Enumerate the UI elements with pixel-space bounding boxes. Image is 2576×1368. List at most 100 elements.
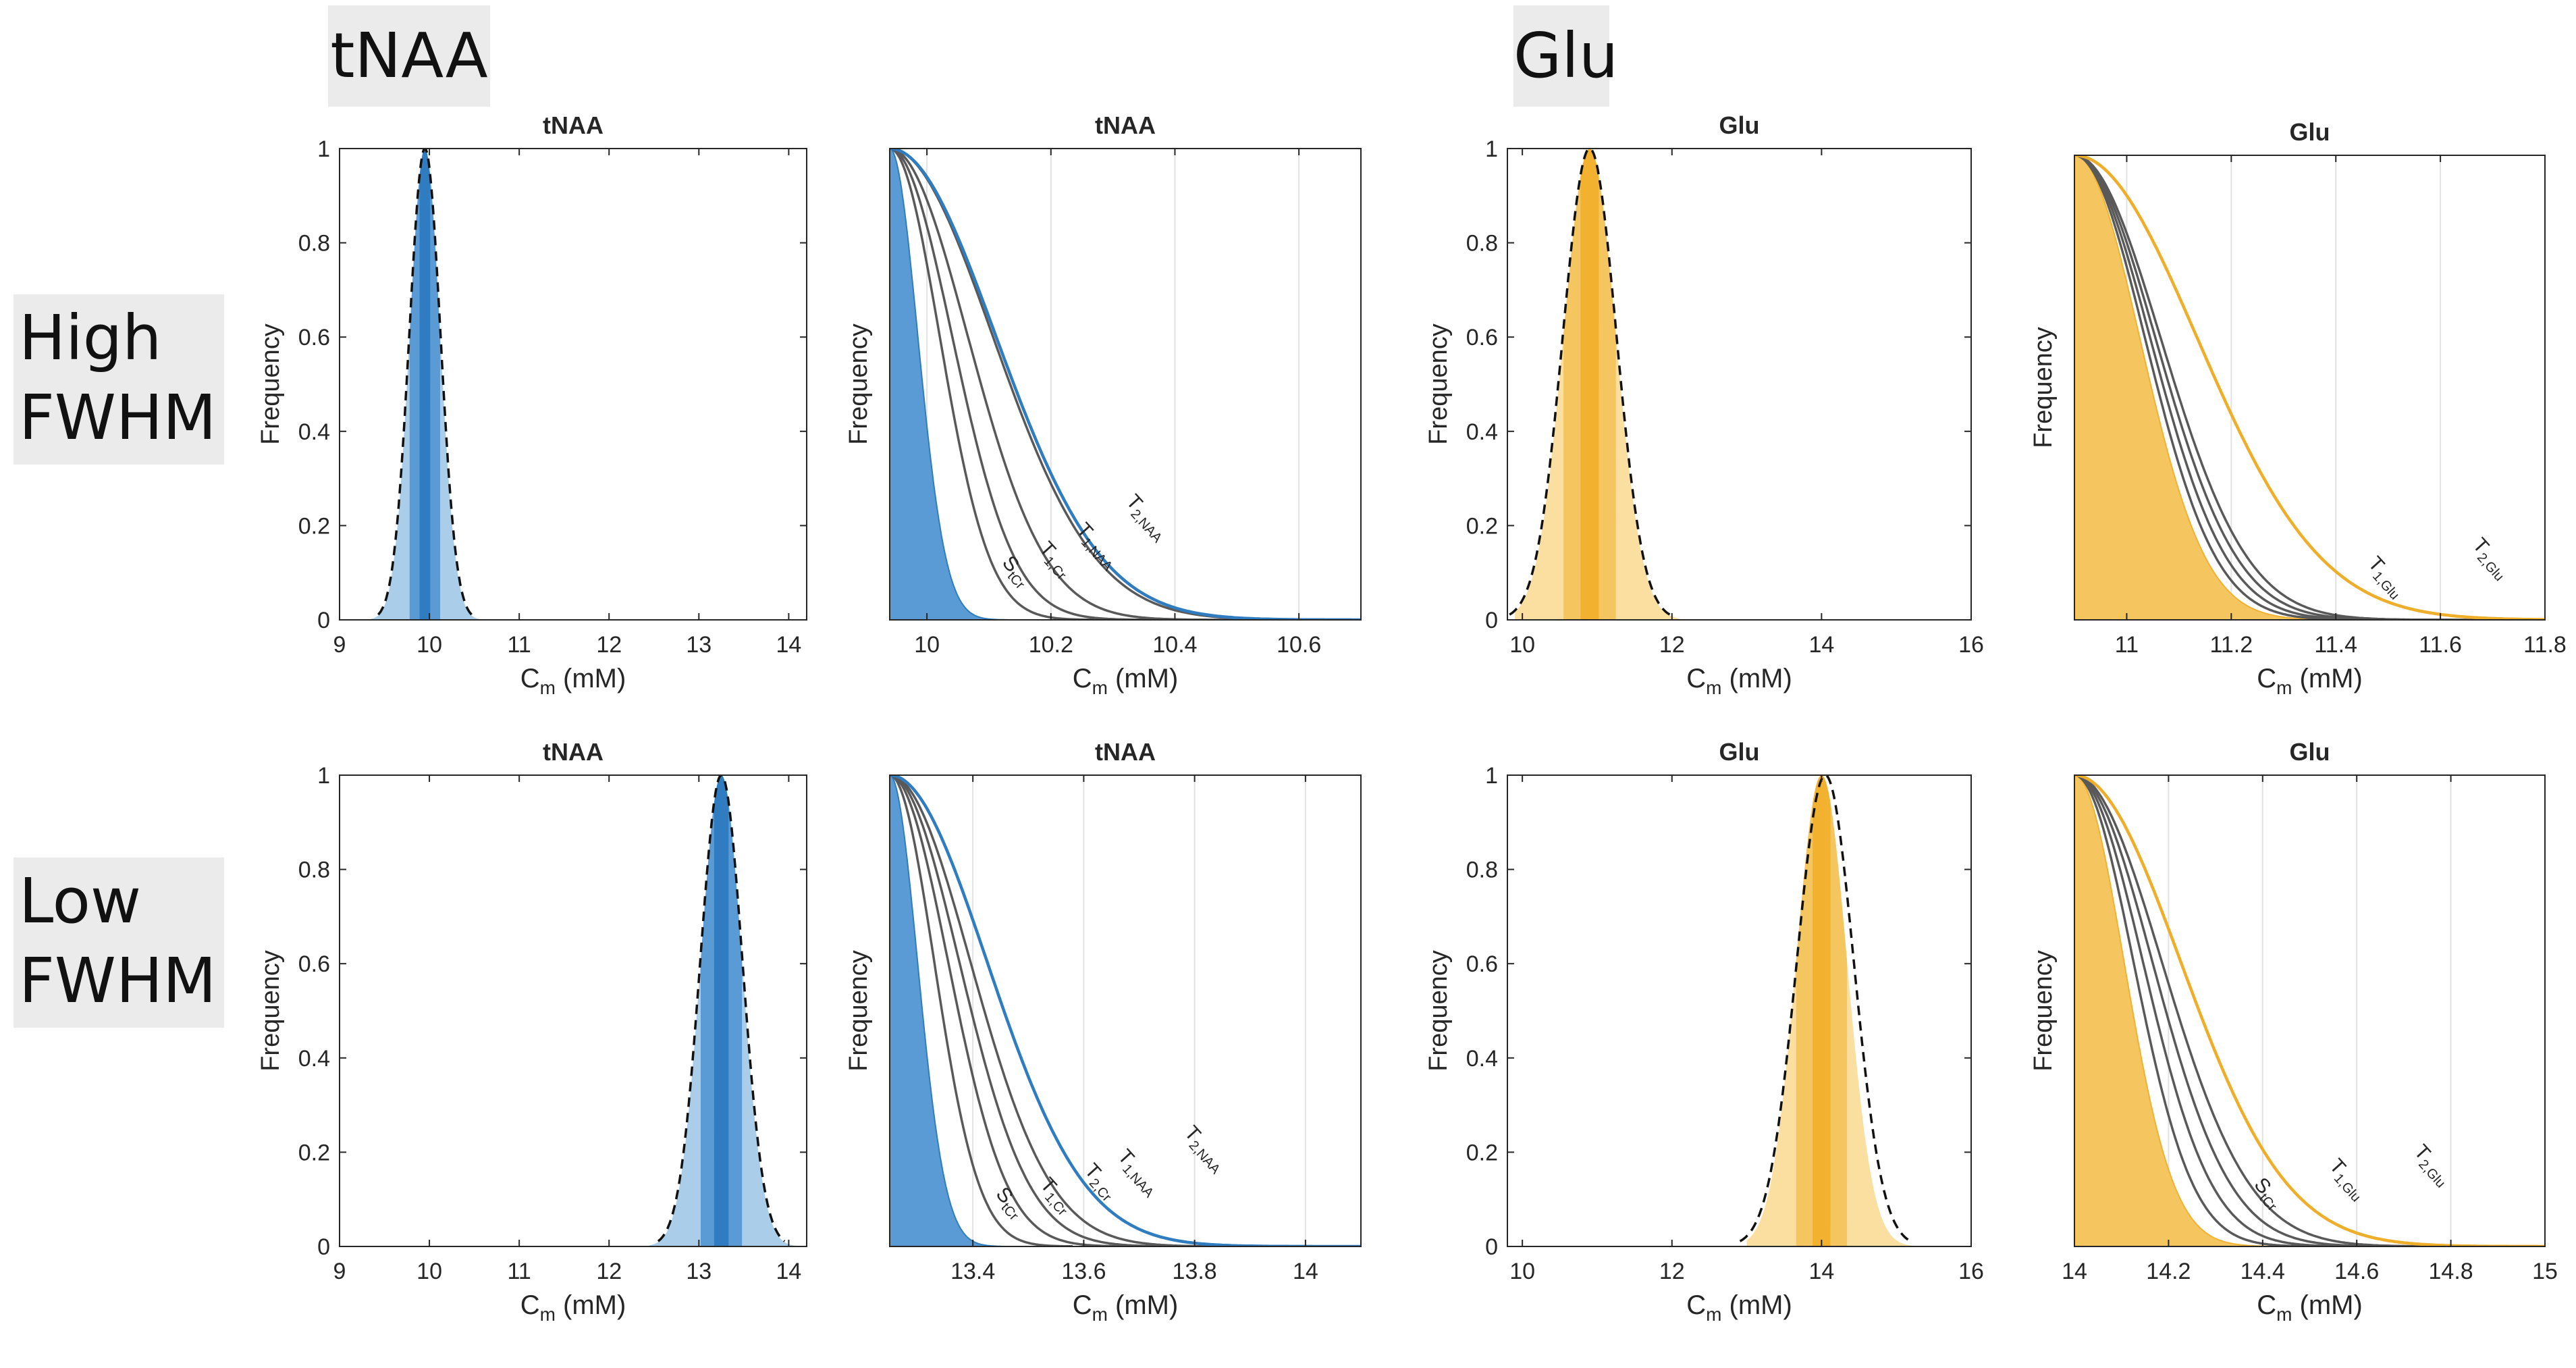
- x-tick-label: 14: [1808, 632, 1834, 658]
- row-header-line: High: [19, 302, 162, 374]
- series-line-0: [890, 775, 1073, 1246]
- x-tick-label: 10: [417, 632, 442, 658]
- curve-label: StCr: [995, 552, 1036, 592]
- x-tick-label: 14: [776, 632, 801, 658]
- chart-title: tNAA: [543, 111, 603, 139]
- series-line-0: [2074, 775, 2310, 1246]
- series-line-4: [890, 149, 1361, 620]
- y-axis-label: Frequency: [1424, 323, 1453, 445]
- row-header-line: FWHM: [19, 382, 217, 454]
- x-tick-label: 10: [1509, 1259, 1535, 1284]
- y-tick-label: 0: [317, 608, 330, 633]
- chart-title: Glu: [2290, 738, 2330, 766]
- distribution-core-fill: [1580, 149, 1599, 620]
- plot-area: [649, 775, 807, 1246]
- y-tick-label: 0.2: [1466, 1140, 1498, 1165]
- x-axis-label: Cm (mM): [520, 664, 626, 698]
- x-tick-label: 10.2: [1029, 632, 1073, 658]
- chart-title: Glu: [1719, 738, 1760, 766]
- distribution-core-fill: [1813, 775, 1831, 1246]
- x-tick-label: 14: [1808, 1259, 1834, 1284]
- y-axis-label: Frequency: [2029, 950, 2058, 1072]
- row-header-high-fwhm: High FWHM: [14, 294, 224, 465]
- curve-label: T1,Glu: [2322, 1155, 2371, 1205]
- dashed-reference-curve: [657, 775, 786, 1242]
- x-axis-label: Cm (mM): [1686, 1290, 1792, 1325]
- y-axis-label: Frequency: [257, 323, 285, 445]
- curve-label: T1,Cr: [1034, 1174, 1078, 1219]
- chart-title: tNAA: [1095, 111, 1156, 139]
- y-tick-label: 1: [317, 763, 330, 789]
- y-tick-label: 1: [1485, 763, 1498, 789]
- x-axis-label: Cm (mM): [1073, 1290, 1179, 1325]
- x-tick-label: 16: [1958, 1259, 1984, 1284]
- x-tick-label: 14: [1293, 1259, 1318, 1284]
- axes-box: [889, 148, 1362, 621]
- dashed-reference-curve: [1739, 775, 1912, 1242]
- chart-title: tNAA: [1095, 738, 1156, 766]
- y-tick-label: 0.6: [1466, 325, 1498, 350]
- x-tick-label: 16: [1958, 632, 1984, 658]
- axes-box: [889, 774, 1362, 1247]
- y-tick-label: 0.8: [298, 231, 330, 257]
- x-tick-label: 10: [417, 1259, 442, 1284]
- series-line-2: [2074, 775, 2395, 1246]
- row-header-line: FWHM: [19, 945, 217, 1017]
- curve-label: T2,Glu: [2407, 1140, 2456, 1191]
- curve-label: T1,NAA: [1111, 1145, 1165, 1201]
- x-tick-label: 12: [596, 1259, 622, 1284]
- y-tick-label: 1: [1485, 136, 1498, 162]
- curve-label: T2,NAA: [1119, 490, 1173, 546]
- y-tick-label: 0.4: [1466, 1046, 1498, 1072]
- chart-panel-p7: 10 12 14 16 0 0.2 0.4 0.6 0.8 1 Glu Cm (mM) Frequenc…: [1424, 738, 1984, 1325]
- axes-box: [1507, 148, 1972, 621]
- x-axis-label: Cm (mM): [520, 1290, 626, 1325]
- dashed-reference-curve: [1509, 149, 1671, 616]
- chart-title: Glu: [2290, 118, 2330, 146]
- x-axis-label: Cm (mM): [1686, 664, 1792, 698]
- y-tick-label: 0: [1485, 1234, 1498, 1260]
- axes-box: [2074, 155, 2546, 621]
- series-line-4: [2074, 155, 2545, 620]
- distribution-fill: [890, 149, 1009, 620]
- axes-box: [339, 774, 807, 1247]
- x-tick-label: 13: [686, 632, 712, 658]
- curve-label: T1,Glu: [2361, 552, 2410, 603]
- x-tick-label: 11.2: [2210, 632, 2253, 658]
- x-tick-label: 14.6: [2334, 1259, 2379, 1284]
- plot-area: [1509, 149, 1680, 620]
- series-line-0: [890, 149, 1095, 620]
- y-tick-label: 0.8: [298, 858, 330, 883]
- plot-area: [890, 149, 1361, 620]
- chart-panel-p3: 10 12 14 16 0 0.2 0.4 0.6 0.8 1 Glu Cm (mM) Frequenc…: [1424, 111, 1984, 698]
- y-tick-label: 0.4: [298, 419, 330, 445]
- x-tick-label: 13.8: [1173, 1259, 1217, 1284]
- distribution-core-fill: [714, 775, 729, 1246]
- x-tick-label: 9: [333, 1259, 346, 1284]
- x-tick-label: 9: [333, 632, 346, 658]
- axes-box: [339, 148, 807, 621]
- y-tick-label: 0.2: [298, 513, 330, 539]
- row-header-line: Low: [19, 865, 142, 937]
- y-axis-label: Frequency: [257, 950, 285, 1072]
- series-line-1: [890, 149, 1150, 620]
- x-tick-label: 13.4: [950, 1259, 995, 1284]
- series-line-2: [890, 775, 1184, 1246]
- plot-area: [371, 149, 497, 620]
- y-tick-label: 0: [317, 1234, 330, 1260]
- curve-label: StCr: [2247, 1174, 2288, 1214]
- curve-label: T2,NAA: [1177, 1122, 1231, 1177]
- axes-box: [2074, 774, 2546, 1247]
- y-axis-label: Frequency: [1424, 950, 1453, 1072]
- y-tick-label: 0.2: [298, 1140, 330, 1165]
- x-tick-label: 10.4: [1152, 632, 1197, 658]
- axes-box: [1507, 774, 1972, 1247]
- x-tick-label: 11.4: [2314, 632, 2357, 658]
- x-tick-label: 11: [2115, 632, 2139, 658]
- x-tick-label: 10.6: [1277, 632, 1321, 658]
- x-tick-label: 15: [2532, 1259, 2558, 1284]
- x-tick-label: 11.6: [2419, 632, 2462, 658]
- row-header-low-fwhm: Low FWHM: [14, 858, 224, 1028]
